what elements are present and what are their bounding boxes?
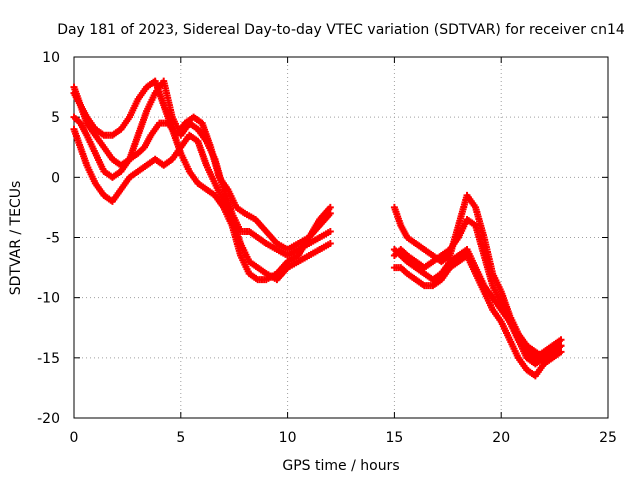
y-tick-label: -5 <box>46 231 60 247</box>
y-axis-label: SDTVAR / TECUs <box>8 181 24 296</box>
series-track-1 <box>70 83 334 254</box>
series-track-2 <box>70 77 334 260</box>
series-track-4 <box>70 77 334 284</box>
series-track-7 <box>390 252 565 380</box>
y-tick-label: 5 <box>51 110 60 126</box>
x-tick-label: 0 <box>70 430 79 446</box>
x-tick-label: 15 <box>385 430 403 446</box>
y-tick-label: -15 <box>37 351 60 367</box>
y-tick-label: 0 <box>51 170 60 186</box>
x-tick-label: 25 <box>599 430 617 446</box>
y-tick-label: -10 <box>37 291 60 307</box>
data-point <box>557 348 565 356</box>
x-axis-label: GPS time / hours <box>282 458 399 474</box>
x-tick-label: 20 <box>492 430 510 446</box>
data-point <box>326 203 334 211</box>
y-axis: -20 -15 -10 -5 0 5 10 <box>37 50 608 427</box>
grid <box>74 57 608 418</box>
chart-title: Day 181 of 2023, Sidereal Day-to-day VTE… <box>57 22 625 38</box>
x-tick-label: 5 <box>176 430 185 446</box>
data-points <box>70 77 565 380</box>
y-tick-label: 10 <box>42 50 60 66</box>
x-tick-label: 10 <box>279 430 297 446</box>
x-axis: 0 5 10 15 20 25 <box>70 57 617 446</box>
series-track-8 <box>390 215 565 362</box>
data-point <box>557 342 565 350</box>
data-point <box>326 227 334 235</box>
data-point <box>557 336 565 344</box>
y-tick-label: -20 <box>37 411 60 427</box>
data-point <box>326 240 334 248</box>
